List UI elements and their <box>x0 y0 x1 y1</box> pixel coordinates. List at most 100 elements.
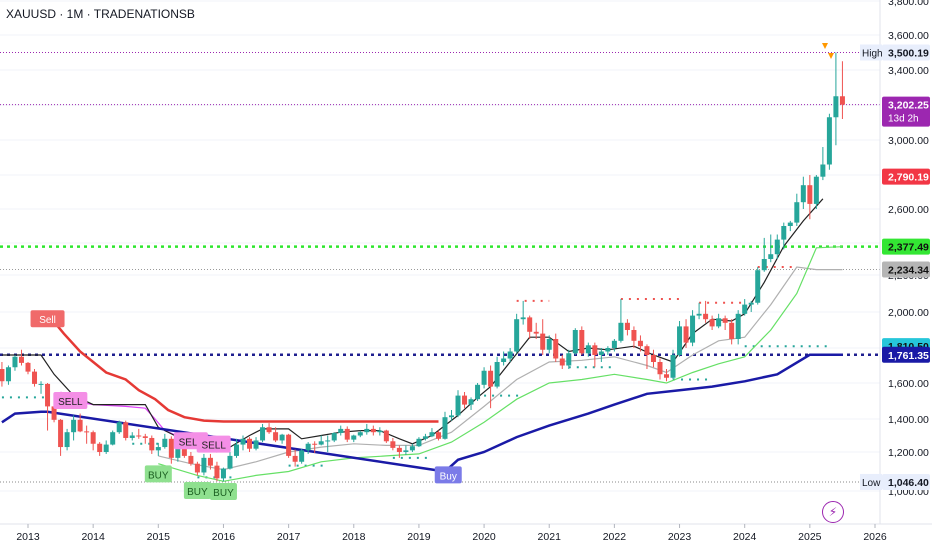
candle-body[interactable] <box>683 326 689 343</box>
signal-label-bg[interactable] <box>209 482 237 500</box>
candle-body[interactable] <box>110 432 116 445</box>
candle-body[interactable] <box>566 353 572 366</box>
candle-body[interactable] <box>839 96 845 105</box>
candle-body[interactable] <box>422 436 428 439</box>
candle-body[interactable] <box>181 447 187 456</box>
lightning-icon[interactable]: ⚡ <box>822 501 844 523</box>
candle-body[interactable] <box>820 164 826 177</box>
candle-body[interactable] <box>266 427 272 433</box>
price-tag-bg[interactable] <box>882 473 930 490</box>
candle-body[interactable] <box>781 226 787 240</box>
candle-body[interactable] <box>462 395 468 405</box>
candle-body[interactable] <box>650 355 656 362</box>
candle-body[interactable] <box>813 176 819 204</box>
candle-body[interactable] <box>162 438 168 448</box>
candle-body[interactable] <box>220 468 226 479</box>
candle-body[interactable] <box>527 317 533 332</box>
candle-body[interactable] <box>729 322 735 339</box>
candle-body[interactable] <box>748 302 754 305</box>
candle-body[interactable] <box>690 315 696 343</box>
candle-body[interactable] <box>142 436 148 438</box>
candle-body[interactable] <box>429 432 435 437</box>
price-tag-bg[interactable] <box>882 44 930 61</box>
signal-label-bg[interactable] <box>183 482 211 499</box>
candle-body[interactable] <box>742 304 748 314</box>
price-tag-bg[interactable] <box>882 168 930 185</box>
candle-body[interactable] <box>501 358 507 363</box>
candle-body[interactable] <box>468 399 474 405</box>
candle-body[interactable] <box>481 370 487 385</box>
candle-body[interactable] <box>768 254 774 259</box>
signal-label-bg[interactable] <box>30 310 65 328</box>
candle-body[interactable] <box>240 438 246 445</box>
candle-body[interactable] <box>546 339 552 350</box>
candle-body[interactable] <box>247 438 253 449</box>
candle-body[interactable] <box>787 222 793 226</box>
candle-body[interactable] <box>84 431 90 433</box>
candle-body[interactable] <box>709 319 715 327</box>
signal-label-bg[interactable] <box>434 466 462 484</box>
candle-body[interactable] <box>494 362 500 387</box>
candle-body[interactable] <box>761 259 767 271</box>
signal-label[interactable]: BUY <box>213 488 234 499</box>
candle-body[interactable] <box>194 463 200 473</box>
price-tag-bg[interactable] <box>882 96 930 127</box>
candle-body[interactable] <box>188 455 194 464</box>
candle-body[interactable] <box>318 441 324 445</box>
signal-label[interactable]: SELL <box>201 441 226 452</box>
candle-body[interactable] <box>755 270 761 303</box>
candle-body[interactable] <box>696 313 702 316</box>
candle-body[interactable] <box>168 438 174 458</box>
candle-body[interactable] <box>129 435 135 438</box>
chart-title[interactable]: XAUUSD · 1M · TRADENATIONSB <box>6 7 195 21</box>
candle-body[interactable] <box>631 330 637 341</box>
candle-body[interactable] <box>175 447 181 458</box>
candle-body[interactable] <box>351 435 357 440</box>
candle-body[interactable] <box>299 450 305 462</box>
candle-body[interactable] <box>637 340 643 347</box>
candle-body[interactable] <box>800 185 806 203</box>
candle-body[interactable] <box>286 434 292 456</box>
candle-body[interactable] <box>77 419 83 432</box>
candle-body[interactable] <box>442 417 448 439</box>
candle-body[interactable] <box>5 367 11 382</box>
candle-body[interactable] <box>774 239 780 255</box>
candle-body[interactable] <box>103 444 109 452</box>
signal-label[interactable]: SELL <box>179 437 204 448</box>
candle-body[interactable] <box>416 438 422 447</box>
candle-body[interactable] <box>357 432 363 436</box>
price-tag-value[interactable]: 2,377.49 <box>888 242 929 254</box>
candle-body[interactable] <box>585 345 591 354</box>
candle-body[interactable] <box>155 447 161 451</box>
candle-body[interactable] <box>364 428 370 433</box>
candle-body[interactable] <box>703 313 709 320</box>
candle-body[interactable] <box>344 428 350 440</box>
candle-body[interactable] <box>116 422 122 433</box>
candle-body[interactable] <box>64 432 70 448</box>
candle-body[interactable] <box>605 348 611 352</box>
candle-body[interactable] <box>657 362 663 375</box>
price-tag-value[interactable]: 1,761.35 <box>888 350 929 362</box>
candle-body[interactable] <box>312 443 318 445</box>
candle-body[interactable] <box>807 185 813 204</box>
candle-body[interactable] <box>435 432 441 439</box>
candle-body[interactable] <box>722 318 728 323</box>
candle-body[interactable] <box>71 419 77 433</box>
signal-label[interactable]: Sell <box>39 315 56 326</box>
candle-body[interactable] <box>25 362 31 372</box>
candle-body[interactable] <box>579 330 585 354</box>
candle-body[interactable] <box>794 202 800 223</box>
candle-body[interactable] <box>572 330 578 354</box>
candle-body[interactable] <box>449 415 454 418</box>
candle-body[interactable] <box>540 333 546 350</box>
candle-body[interactable] <box>207 457 213 466</box>
candle-body[interactable] <box>377 430 383 433</box>
price-tag-value[interactable]: 2,234.34 <box>888 265 929 277</box>
candle-body[interactable] <box>826 117 832 165</box>
candle-body[interactable] <box>553 339 559 359</box>
candle-body[interactable] <box>227 455 233 469</box>
candle-body[interactable] <box>45 383 51 407</box>
candle-body[interactable] <box>305 443 311 451</box>
candle-body[interactable] <box>97 443 103 452</box>
signal-label-bg[interactable] <box>144 465 172 483</box>
